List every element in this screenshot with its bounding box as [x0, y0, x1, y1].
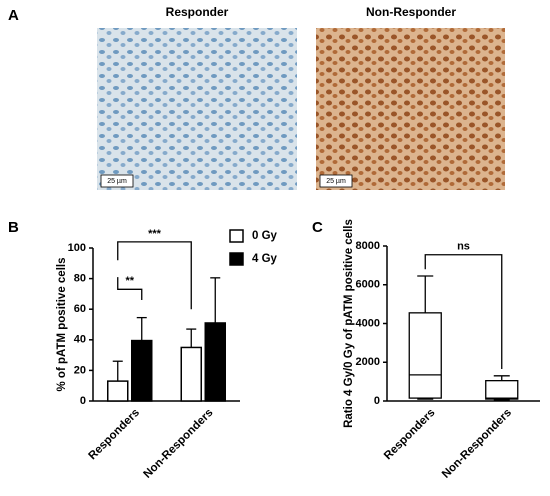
- bar: [180, 346, 202, 402]
- x-tick-label: Responders: [87, 407, 142, 462]
- significance-label: ns: [457, 241, 470, 253]
- bar: [131, 339, 153, 402]
- y-tick-label: 8000: [356, 240, 380, 252]
- legend-label: 0 Gy: [252, 230, 278, 242]
- micrograph: [316, 28, 505, 190]
- bar: [204, 322, 226, 402]
- bar: [107, 380, 129, 402]
- legend-swatch: [229, 229, 244, 243]
- x-tick-label: Responders: [382, 407, 437, 462]
- y-tick-label: 40: [74, 334, 86, 346]
- significance-label: **: [125, 275, 134, 287]
- panel-label: C: [312, 219, 323, 236]
- y-tick-label: 2000: [356, 356, 380, 368]
- significance-label: ***: [148, 228, 162, 240]
- significance-bracket: [117, 277, 143, 301]
- panel-label: B: [8, 219, 19, 236]
- y-tick-label: 0: [80, 395, 86, 407]
- micrograph: [97, 28, 297, 190]
- image-title: Non-Responder: [366, 5, 456, 19]
- x-tick-label: Non-Responders: [440, 407, 514, 481]
- significance-bracket: [424, 254, 503, 370]
- significance-bracket: [117, 241, 192, 310]
- y-axis-label: % of pATM positive cells: [56, 258, 68, 392]
- scale-bar: [319, 174, 353, 188]
- x-tick-label: Non-Responders: [142, 407, 216, 481]
- box: [408, 312, 442, 399]
- scale-bar-label: 25 µm: [326, 178, 346, 185]
- legend-swatch: [229, 252, 244, 266]
- y-tick-label: 80: [74, 273, 86, 285]
- scale-bar: [100, 174, 134, 188]
- image-title: Responder: [166, 5, 229, 19]
- y-tick-label: 6000: [356, 279, 380, 291]
- y-tick-label: 20: [74, 364, 86, 376]
- scale-bar-label: 25 µm: [107, 178, 127, 185]
- y-tick-label: 100: [68, 242, 86, 254]
- y-tick-label: 4000: [356, 317, 380, 329]
- box: [485, 380, 519, 400]
- y-tick-label: 0: [374, 395, 380, 407]
- y-axis-label: Ratio 4 Gy/0 Gy of pATM positive cells: [343, 219, 355, 428]
- panel-label: A: [8, 7, 19, 24]
- legend-label: 4 Gy: [252, 253, 278, 265]
- y-tick-label: 60: [74, 303, 86, 315]
